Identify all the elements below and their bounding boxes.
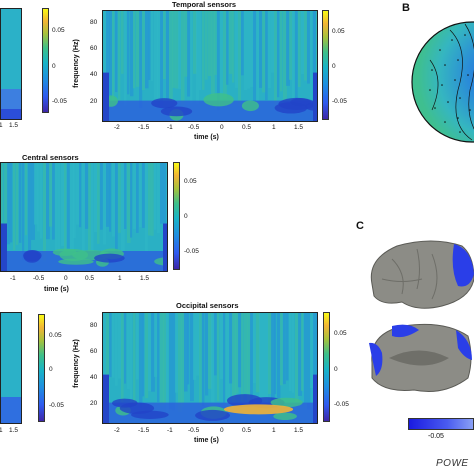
contour-line <box>449 29 473 141</box>
tf-plot-bottom-left <box>0 312 22 424</box>
activation-region <box>369 342 383 376</box>
colorbar-bottom-left <box>38 314 45 422</box>
panel-title-occipital: Occipital sensors <box>176 301 239 310</box>
caption-text: POWE <box>436 458 469 469</box>
x-tick: 0.5 <box>242 124 252 131</box>
x-tick: 1 <box>272 124 276 131</box>
y-axis-label: frequency (Hz) <box>72 39 80 88</box>
topographic-head-map <box>411 21 474 143</box>
x-ticks-central: -1 -0.5 0 0.5 1 1.5 <box>0 275 168 285</box>
x-tick: 0 <box>64 275 68 282</box>
panel-label-c: C <box>356 220 364 232</box>
activation-region <box>452 244 474 287</box>
y-tick: 80 <box>90 322 98 329</box>
y-tick: 20 <box>90 400 98 407</box>
colorbar-horizontal <box>408 418 474 430</box>
cbar-tick: 0 <box>52 63 56 70</box>
y-tick: 40 <box>90 374 98 381</box>
panel-label-b: B <box>402 2 410 14</box>
tf-heatmap-occipital <box>103 313 317 423</box>
x-tick: -2 <box>114 124 120 131</box>
x-tick: -0.5 <box>33 275 45 282</box>
contour-line <box>464 23 474 130</box>
x-tick: 1.5 <box>9 122 19 129</box>
x-tick: -1.5 <box>138 124 150 131</box>
cbar-tick: 0.05 <box>184 178 197 185</box>
x-tick: -2 <box>114 427 120 434</box>
x-tick: 1 <box>0 427 3 434</box>
x-tick: 0 <box>220 427 224 434</box>
x-tick: -1 <box>167 427 173 434</box>
colorbar-temporal <box>322 10 329 120</box>
cbar-tick: 0.05 <box>52 27 65 34</box>
colorbar-central <box>173 162 180 270</box>
activation-region <box>392 324 419 338</box>
cbar-tick: 0 <box>334 366 338 373</box>
tf-heatmap-central <box>1 163 167 271</box>
hbar-tick: -0.05 <box>428 433 444 440</box>
cbar-tick: -0.05 <box>52 98 67 105</box>
tf-plot-temporal <box>102 10 318 122</box>
y-tick: 40 <box>90 71 98 78</box>
y-tick: 60 <box>90 45 98 52</box>
panel-title-temporal: Temporal sensors <box>172 0 237 9</box>
x-tick: 1.5 <box>9 427 19 434</box>
x-tick: 1.5 <box>294 427 304 434</box>
panel-title-central: Central sensors <box>22 153 79 162</box>
cbar-tick: 0 <box>49 366 53 373</box>
x-tick: 1.5 <box>294 124 304 131</box>
y-tick: 60 <box>90 348 98 355</box>
x-tick: -1 <box>167 124 173 131</box>
cbar-tick: 0.05 <box>332 28 345 35</box>
x-tick: -1 <box>10 275 16 282</box>
brain-lateral-view <box>370 240 474 309</box>
x-tick: -0.5 <box>188 427 200 434</box>
x-tick: 1.5 <box>140 275 150 282</box>
brain-medial-view <box>369 323 472 392</box>
x-ticks-occipital: -2 -1.5 -1 -0.5 0 0.5 1 1.5 <box>102 427 318 437</box>
tf-plot-central <box>0 162 168 272</box>
x-tick: 1 <box>0 122 3 129</box>
x-axis-label: time (s) <box>44 286 69 293</box>
cbar-tick: -0.05 <box>184 248 199 255</box>
x-axis-label: time (s) <box>194 134 219 141</box>
cbar-tick: -0.05 <box>49 402 64 409</box>
cbar-tick: -0.05 <box>334 401 349 408</box>
cbar-tick: 0 <box>332 63 336 70</box>
colorbar-top-left <box>42 8 49 113</box>
x-tick: -0.5 <box>188 124 200 131</box>
x-tick: 1 <box>118 275 122 282</box>
tf-plot-occipital <box>102 312 318 424</box>
x-tick: -1.5 <box>138 427 150 434</box>
colorbar-occipital <box>323 312 330 422</box>
x-tick: 0 <box>220 124 224 131</box>
x-ticks-temporal: -2 -1.5 -1 -0.5 0 0.5 1 1.5 <box>102 124 318 134</box>
x-tick: 1 <box>272 427 276 434</box>
x-axis-label: time (s) <box>194 437 219 444</box>
y-tick: 80 <box>90 19 98 26</box>
y-axis-label: frequency (Hz) <box>72 339 80 388</box>
cbar-tick: -0.05 <box>332 98 347 105</box>
activation-region <box>456 330 472 360</box>
tf-plot-top-left <box>0 8 22 120</box>
x-tick: 0.5 <box>242 427 252 434</box>
cbar-tick: 0.05 <box>49 332 62 339</box>
cbar-tick: 0 <box>184 213 188 220</box>
tf-heatmap-temporal <box>103 11 317 121</box>
cbar-tick: 0.05 <box>334 330 347 337</box>
x-tick: 0.5 <box>85 275 95 282</box>
head-outline <box>411 21 474 143</box>
y-tick: 20 <box>90 98 98 105</box>
contour-line <box>429 59 439 111</box>
